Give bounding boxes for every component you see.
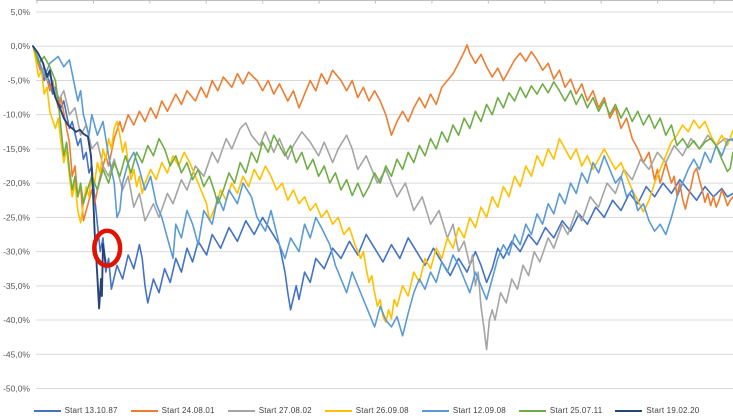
series-line-start-25-07-11[interactable]	[32, 45, 733, 205]
y-axis-tick-label: -50,0%	[3, 384, 30, 394]
legend-line-swatch	[33, 409, 61, 412]
y-axis-tick-label: -35,0%	[3, 281, 30, 291]
y-axis-tick-label: 0,0%	[11, 41, 31, 51]
legend-line-swatch	[227, 409, 255, 412]
y-axis-tick-label: -5,0%	[8, 75, 31, 85]
legend-line-swatch	[130, 409, 158, 412]
legend-item-start-24-08-01[interactable]: Start 24.08.01	[130, 406, 215, 415]
series-line-start-19-02-20[interactable]	[32, 45, 107, 310]
legend-line-swatch	[421, 409, 449, 412]
y-axis-tick-label: -45,0%	[3, 349, 30, 359]
y-axis-tick-label: -30,0%	[3, 247, 30, 257]
series-line-start-26-09-08[interactable]	[32, 45, 733, 323]
y-axis-tick-label: -15,0%	[3, 144, 30, 154]
legend-label: Start 25.07.11	[549, 406, 603, 415]
series-line-start-27-08-02[interactable]	[32, 45, 733, 351]
legend-item-start-26-09-08[interactable]: Start 26.09.08	[324, 406, 409, 415]
legend-label: Start 19.02.20	[646, 406, 700, 415]
legend-item-start-27-08-02[interactable]: Start 27.08.02	[227, 406, 312, 415]
legend-line-swatch	[615, 409, 643, 412]
legend-label: Start 26.09.08	[355, 406, 409, 415]
series-line-start-24-08-01[interactable]	[32, 44, 733, 222]
legend-line-swatch	[518, 409, 546, 412]
highlight-circle-annotation[interactable]	[92, 228, 123, 268]
legend-label: Start 27.08.02	[258, 406, 312, 415]
legend-label: Start 24.08.01	[161, 406, 215, 415]
y-axis-tick-label: -25,0%	[3, 212, 30, 222]
chart-legend: Start 13.10.87 Start 24.08.01 Start 27.08.…	[0, 403, 733, 418]
legend-item-start-25-07-11[interactable]: Start 25.07.11	[518, 406, 603, 415]
y-axis-tick-label: -20,0%	[3, 178, 30, 188]
y-axis-tick-label: 5,0%	[11, 7, 31, 17]
legend-line-swatch	[324, 409, 352, 412]
y-axis-tick-label: -40,0%	[3, 315, 30, 325]
y-axis-tick-label: -10,0%	[3, 110, 30, 120]
legend-label: Start 12.09.08	[452, 406, 506, 415]
legend-item-start-12-09-08[interactable]: Start 12.09.08	[421, 406, 506, 415]
series-line-start-12-09-08[interactable]	[32, 45, 733, 337]
legend-item-start-13-10-87[interactable]: Start 13.10.87	[33, 406, 118, 415]
legend-label: Start 13.10.87	[64, 406, 118, 415]
legend-item-start-19-02-20[interactable]: Start 19.02.20	[615, 406, 699, 415]
series-line-start-13-10-87[interactable]	[32, 45, 733, 311]
